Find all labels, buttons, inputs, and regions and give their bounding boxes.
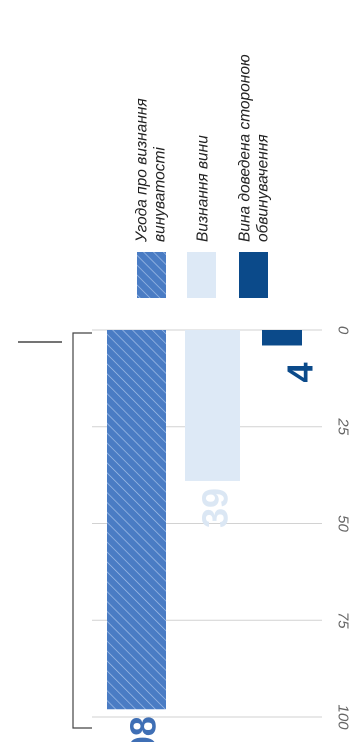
- legend-label-3-line-2: обвинувачення: [255, 134, 272, 242]
- legend-label-1-line-2: винуватості: [152, 147, 169, 242]
- tick-label-75: 75: [335, 612, 352, 629]
- bar-2: [185, 330, 240, 481]
- bar-3: [262, 330, 302, 346]
- value-label-1: 98: [123, 716, 164, 742]
- tick-label-100: 100: [335, 704, 352, 730]
- bars: 98 39 4: [107, 330, 321, 742]
- legend-swatch-1: [137, 252, 166, 298]
- frame-bracket: [72, 332, 92, 729]
- axis-tick-labels: 0 25 50 75 100: [335, 326, 352, 730]
- tick-label-0: 0: [335, 326, 352, 335]
- legend-label-3-line-1: Вина доведена стороною: [237, 54, 254, 242]
- legend: Угода про визнання винуватості Визнання ви…: [134, 54, 272, 298]
- value-label-2: 39: [195, 488, 236, 528]
- legend-swatch-3: [239, 252, 268, 298]
- value-label-3: 4: [280, 362, 321, 382]
- tick-label-25: 25: [335, 417, 352, 435]
- bar-1: [107, 330, 166, 710]
- legend-label-1-line-1: Угода про визнання: [134, 98, 151, 243]
- chart-frame: [18, 332, 92, 729]
- legend-swatch-2: [187, 252, 216, 298]
- legend-label-2-line-1: Визнання вини: [195, 135, 212, 242]
- tick-label-50: 50: [335, 515, 352, 532]
